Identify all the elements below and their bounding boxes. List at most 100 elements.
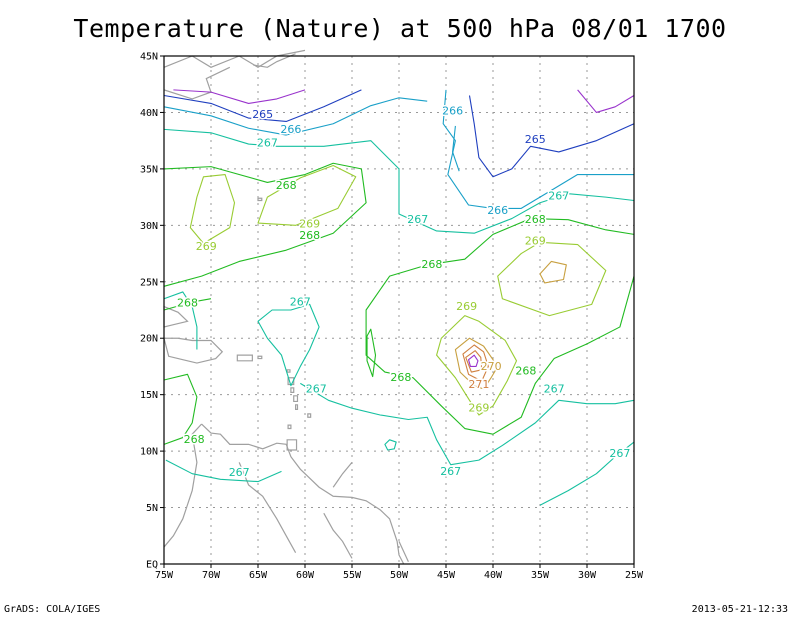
contour-label: 265 — [252, 108, 273, 121]
contour-label: 265 — [525, 133, 546, 146]
contour-label: 269 — [525, 235, 546, 248]
island-outline — [163, 305, 189, 328]
coastline-segment — [323, 512, 353, 559]
map-grid — [164, 56, 634, 564]
contour-line-271 — [465, 350, 483, 373]
contour-label: 267 — [257, 136, 278, 149]
contour-line-269 — [436, 315, 518, 416]
lat-tick-label: 15N — [140, 390, 158, 401]
lon-tick-label: 75W — [155, 570, 174, 581]
island-outline — [236, 354, 253, 362]
contour-line-267 — [165, 459, 282, 483]
contour-label: 269 — [196, 240, 217, 253]
lon-tick-label: 50W — [390, 570, 409, 581]
contour-label: 266 — [280, 123, 301, 136]
contour-label: 267 — [407, 213, 428, 226]
lat-tick-label: 10N — [140, 447, 158, 458]
contour-label: 268 — [390, 371, 411, 384]
coastline-segment — [163, 423, 203, 548]
lon-tick-label: 65W — [249, 570, 268, 581]
lon-tick-label: 45W — [437, 570, 456, 581]
contour-label: 267 — [440, 465, 461, 478]
lat-tick-label: 35N — [140, 164, 158, 175]
contour-line-269 — [189, 173, 236, 244]
contour-label: 270 — [481, 360, 502, 373]
island-outline — [287, 424, 292, 430]
island-outline — [307, 413, 312, 418]
lon-tick-label: 60W — [296, 570, 315, 581]
contour-line-266 — [442, 89, 634, 209]
island-outline — [257, 355, 263, 360]
contour-label: 267 — [306, 382, 327, 395]
coastline-segment — [398, 541, 409, 562]
map-title: Temperature (Nature) at 500 hPa 08/01 17… — [73, 14, 727, 43]
contour-label: 268 — [515, 364, 536, 377]
contour-map: 2652662672662652682692692682672662672682… — [140, 49, 644, 582]
contour-line-267 — [300, 382, 635, 466]
contour-label: 268 — [525, 213, 546, 226]
lat-tick-label: 5N — [146, 503, 158, 514]
contour-line-268 — [366, 328, 377, 378]
contour-label: 266 — [487, 204, 508, 217]
contour-label: 271 — [468, 378, 489, 391]
contour-line-267 — [257, 303, 320, 387]
contour-label: 268 — [276, 179, 297, 192]
lat-tick-label: 20N — [140, 334, 158, 345]
contour-line-269 — [257, 164, 357, 226]
island-outline — [163, 337, 224, 364]
lat-tick-label: 45N — [140, 52, 158, 63]
contour-line-264 — [577, 89, 635, 113]
lat-tick-label: 40N — [140, 108, 158, 119]
contour-line-267 — [539, 441, 635, 506]
lat-tick-label: 30N — [140, 221, 158, 232]
contour-label: 268 — [177, 297, 198, 310]
contour-label: 269 — [456, 300, 477, 313]
contour-label: 268 — [421, 258, 442, 271]
contour-line-264 — [173, 89, 306, 104]
contour-label: 266 — [442, 105, 463, 118]
island-outline — [290, 387, 295, 394]
contour-label: 267 — [544, 382, 565, 395]
contour-label: 267 — [548, 189, 569, 202]
contour-line-268 — [163, 298, 212, 311]
contour-line-265 — [163, 89, 362, 123]
contour-line-270 — [454, 337, 499, 390]
contour-line-266 — [163, 97, 428, 136]
contour-line-267 — [384, 439, 397, 451]
contour-line-268 — [365, 218, 635, 435]
coastline-segment — [332, 462, 353, 488]
island-outline — [286, 439, 298, 451]
contour-line-269 — [497, 241, 607, 317]
contour-label: 268 — [299, 229, 320, 242]
contour-line-266 — [452, 125, 460, 172]
lon-tick-label: 30W — [578, 570, 597, 581]
island-outline — [295, 404, 299, 410]
contour-label: 269 — [468, 402, 489, 415]
lon-tick-label: 35W — [531, 570, 550, 581]
contour-line-267 — [163, 291, 198, 350]
render-timestamp: 2013-05-21-12:33 — [691, 604, 788, 615]
contour-label: 268 — [184, 433, 205, 446]
coastline-segment — [201, 423, 405, 565]
contour-line-267 — [163, 128, 635, 234]
lon-tick-label: 70W — [202, 570, 221, 581]
grads-credit: GrADS: COLA/IGES — [4, 604, 101, 615]
contour-labels: 2652662672662652682692692682672662672682… — [176, 103, 632, 480]
contour-line-271 — [462, 344, 489, 382]
contour-label: 267 — [290, 295, 311, 308]
coastline-segment — [163, 66, 231, 100]
island-outline — [286, 369, 291, 373]
contour-line-268 — [163, 373, 198, 445]
contour-label: 267 — [609, 447, 630, 460]
contour-line-265 — [468, 95, 635, 178]
contour-line-264 — [468, 354, 479, 367]
lat-tick-label: EQ — [146, 560, 158, 571]
island-outline — [257, 197, 263, 202]
contour-label: 267 — [229, 466, 250, 479]
lon-tick-label: 40W — [484, 570, 503, 581]
island-outline — [287, 377, 295, 386]
island-outline — [293, 395, 299, 403]
contour-line-270 — [539, 260, 567, 284]
contour-line-268 — [163, 162, 367, 287]
